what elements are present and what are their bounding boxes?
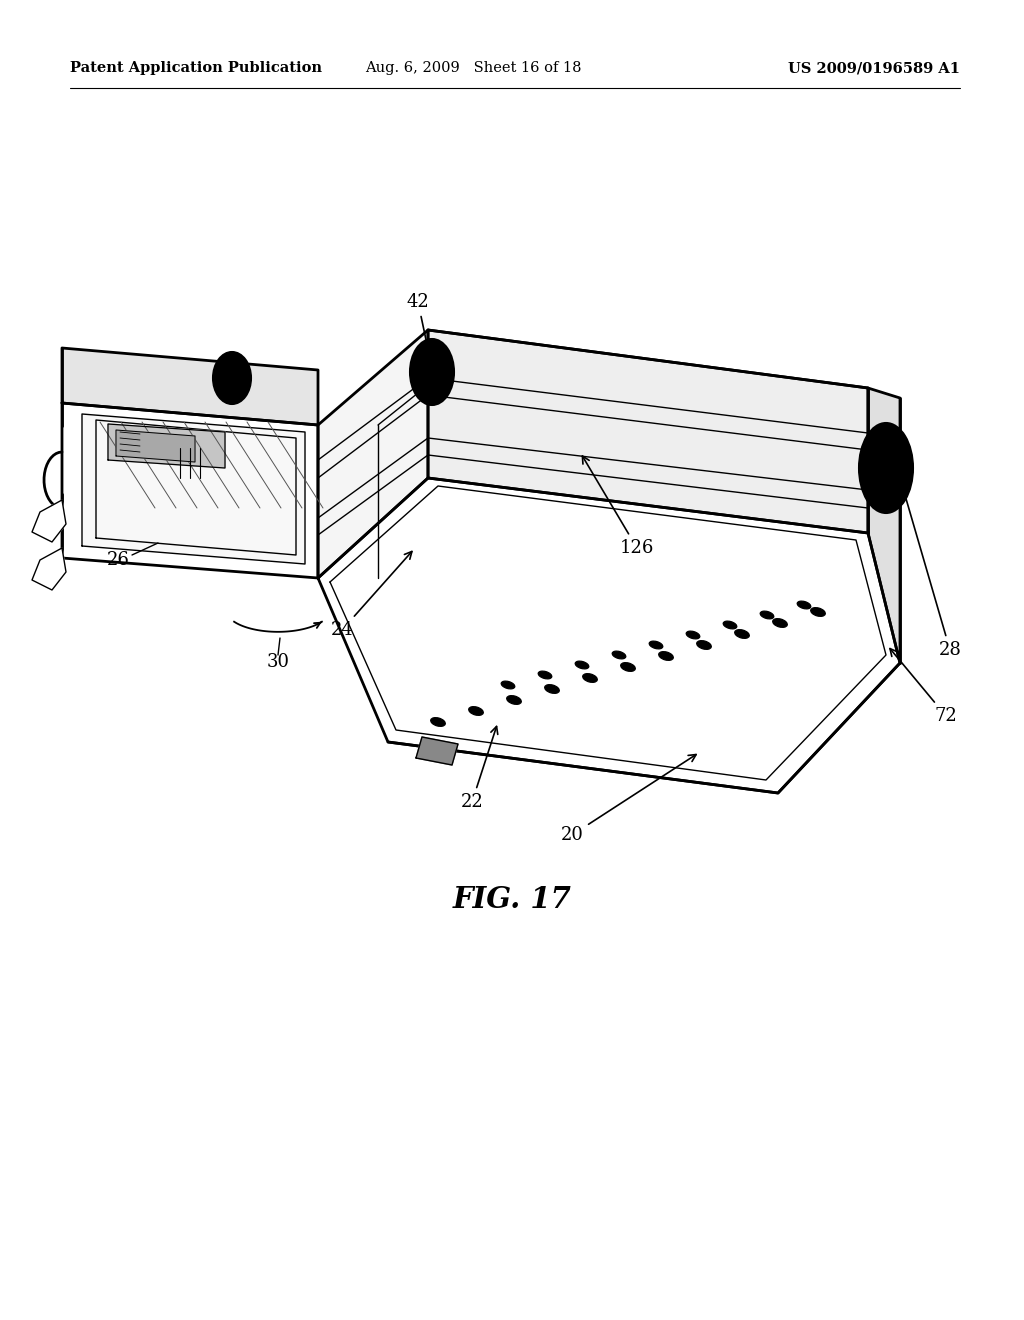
- Text: 22: 22: [461, 726, 498, 810]
- Text: Patent Application Publication: Patent Application Publication: [70, 61, 322, 75]
- Text: US 2009/0196589 A1: US 2009/0196589 A1: [788, 61, 961, 75]
- Text: 30: 30: [266, 653, 290, 671]
- Polygon shape: [62, 348, 318, 425]
- Text: 20: 20: [560, 755, 696, 843]
- Ellipse shape: [621, 663, 635, 672]
- Text: 26: 26: [106, 550, 129, 569]
- Polygon shape: [108, 424, 225, 469]
- Ellipse shape: [469, 706, 483, 715]
- Ellipse shape: [545, 685, 559, 693]
- Polygon shape: [416, 737, 458, 766]
- Ellipse shape: [723, 622, 737, 628]
- Polygon shape: [868, 388, 900, 663]
- Ellipse shape: [501, 681, 515, 689]
- Ellipse shape: [696, 640, 712, 649]
- Polygon shape: [318, 478, 900, 793]
- Polygon shape: [318, 330, 428, 578]
- Ellipse shape: [575, 661, 589, 669]
- Text: 42: 42: [407, 293, 433, 363]
- Text: 28: 28: [900, 482, 962, 659]
- Ellipse shape: [686, 631, 699, 639]
- Ellipse shape: [612, 651, 626, 659]
- Ellipse shape: [734, 630, 750, 639]
- Ellipse shape: [420, 352, 444, 391]
- Polygon shape: [32, 548, 66, 590]
- Text: 126: 126: [583, 455, 654, 557]
- Polygon shape: [82, 414, 305, 564]
- Ellipse shape: [773, 619, 787, 627]
- Text: Aug. 6, 2009   Sheet 16 of 18: Aug. 6, 2009 Sheet 16 of 18: [365, 61, 582, 75]
- Ellipse shape: [859, 422, 913, 513]
- Ellipse shape: [431, 718, 445, 726]
- Ellipse shape: [866, 434, 906, 502]
- Ellipse shape: [539, 671, 552, 678]
- Polygon shape: [62, 403, 318, 578]
- Text: FIG. 17: FIG. 17: [453, 886, 571, 915]
- Ellipse shape: [213, 352, 251, 404]
- Text: 24: 24: [331, 552, 412, 639]
- Ellipse shape: [507, 696, 521, 705]
- Ellipse shape: [410, 339, 454, 405]
- Ellipse shape: [760, 611, 774, 619]
- Ellipse shape: [221, 363, 243, 393]
- Polygon shape: [116, 430, 195, 462]
- Polygon shape: [428, 330, 868, 533]
- Ellipse shape: [583, 673, 597, 682]
- Ellipse shape: [798, 601, 811, 609]
- Polygon shape: [32, 500, 66, 543]
- Ellipse shape: [649, 642, 663, 649]
- Ellipse shape: [658, 652, 674, 660]
- Ellipse shape: [811, 607, 825, 616]
- Text: 72: 72: [890, 648, 957, 725]
